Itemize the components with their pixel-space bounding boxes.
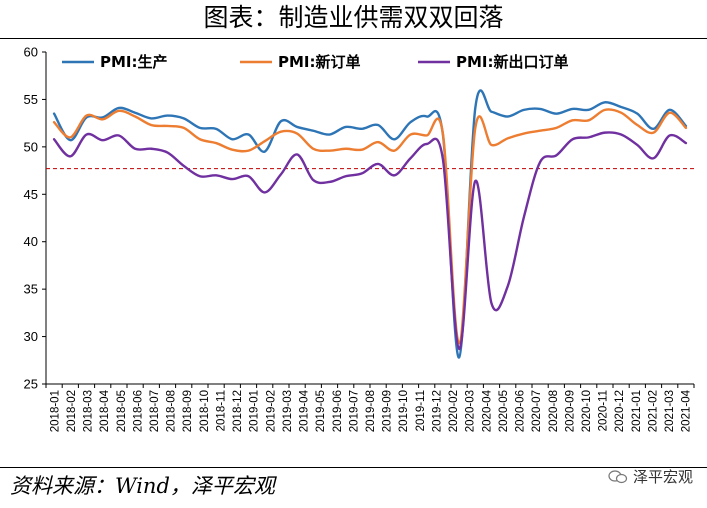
x-tick-label: 2018-10 bbox=[199, 390, 211, 432]
x-tick-label: 2020-10 bbox=[581, 390, 593, 432]
x-tick-label: 2021-02 bbox=[647, 390, 659, 432]
legend-label-1: PMI:生产 bbox=[100, 53, 168, 71]
x-tick-label: 2018-01 bbox=[49, 390, 61, 432]
source-note: 资料来源：Wind，泽平宏观 bbox=[10, 474, 275, 498]
x-tick-label: 2019-09 bbox=[382, 390, 394, 432]
x-tick-label: 2019-12 bbox=[431, 390, 443, 432]
y-tick-label: 40 bbox=[24, 234, 38, 249]
x-tick-label: 2019-06 bbox=[332, 390, 344, 432]
x-tick-label: 2020-09 bbox=[564, 390, 576, 432]
y-tick-label: 55 bbox=[24, 92, 38, 107]
x-tick-label: 2021-04 bbox=[681, 389, 693, 432]
watermark-text: 泽平宏观 bbox=[632, 468, 693, 486]
x-tick-label: 2019-04 bbox=[299, 389, 311, 432]
x-tick-label: 2020-06 bbox=[515, 390, 527, 432]
x-tick-label: 2018-05 bbox=[116, 390, 128, 432]
x-tick-label: 2020-05 bbox=[498, 390, 510, 432]
x-tick-label: 2019-08 bbox=[365, 390, 377, 432]
x-tick-label: 2020-11 bbox=[598, 390, 610, 431]
x-tick-label: 2019-03 bbox=[282, 390, 294, 432]
source-divider bbox=[0, 467, 707, 468]
x-tick-label: 2021-03 bbox=[664, 390, 676, 432]
x-tick-label: 2020-03 bbox=[465, 390, 477, 432]
x-tick-label: 2021-01 bbox=[631, 390, 643, 432]
line-chart: 25 30 35 40 45 50 55 60 2018-01 2018-02 2018-03 201… bbox=[24, 45, 695, 432]
series-line-2 bbox=[52, 108, 688, 345]
x-tick-label: 2018-03 bbox=[83, 390, 95, 432]
chart-legend: PMI:生产 PMI:新订单 PMI:新出口订单 bbox=[62, 53, 569, 71]
legend-label-3: PMI:新出口订单 bbox=[456, 53, 569, 71]
x-tick-label: 2018-12 bbox=[232, 390, 244, 432]
series-layer bbox=[52, 89, 688, 359]
x-tick-label: 2018-09 bbox=[182, 390, 194, 432]
x-tick-label: 2018-04 bbox=[99, 389, 111, 432]
y-tick-label: 25 bbox=[24, 377, 38, 392]
y-tick-label: 45 bbox=[24, 187, 38, 202]
series-line-1 bbox=[52, 89, 688, 359]
x-tick-label: 2019-02 bbox=[265, 390, 277, 432]
x-tick-label: 2018-06 bbox=[132, 390, 144, 432]
x-tick-label: 2019-10 bbox=[398, 390, 410, 432]
x-tick-label: 2018-08 bbox=[166, 390, 178, 432]
wechat-icon bbox=[608, 469, 628, 483]
x-tick-label: 2019-05 bbox=[315, 390, 327, 432]
series-line-3 bbox=[52, 131, 688, 351]
x-tick-label: 2019-01 bbox=[249, 390, 261, 432]
y-tick-label: 50 bbox=[24, 139, 38, 154]
x-tick-label: 2019-11 bbox=[415, 390, 427, 431]
x-tick-label: 2018-07 bbox=[149, 390, 161, 432]
x-tick-label: 2019-07 bbox=[348, 390, 360, 432]
watermark: 泽平宏观 bbox=[608, 466, 693, 487]
x-tick-label: 2020-02 bbox=[448, 390, 460, 432]
x-tick-label: 2018-11 bbox=[215, 390, 227, 431]
y-tick-label: 30 bbox=[24, 329, 38, 344]
x-tick-label: 2020-07 bbox=[531, 390, 543, 432]
chart-axes: 25 30 35 40 45 50 55 60 2018-01 2018-02 2018-03 201… bbox=[24, 45, 695, 432]
legend-label-2: PMI:新订单 bbox=[278, 53, 361, 71]
y-tick-label: 60 bbox=[24, 45, 38, 60]
x-tick-label: 2018-02 bbox=[66, 390, 78, 432]
y-tick-label: 35 bbox=[24, 282, 38, 297]
x-tick-label: 2020-04 bbox=[481, 389, 493, 432]
x-tick-label: 2020-08 bbox=[548, 390, 560, 432]
title-divider bbox=[0, 38, 707, 39]
chart-title: 图表：制造业供需双双回落 bbox=[203, 3, 504, 32]
x-tick-label: 2020-12 bbox=[614, 390, 626, 432]
